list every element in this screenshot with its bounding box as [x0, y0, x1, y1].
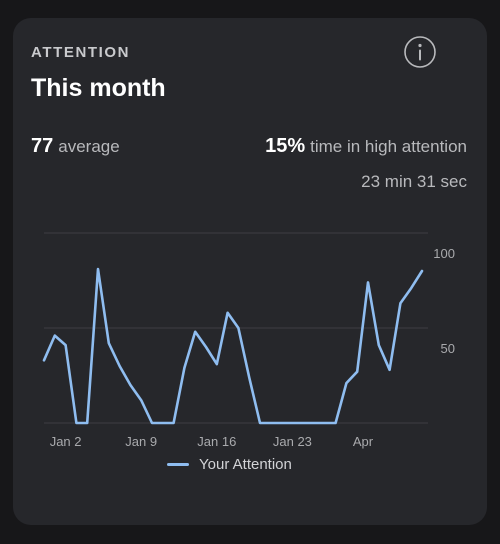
average-value: 77 [31, 135, 54, 157]
high-attention-stat: 15% time in high attention [265, 135, 467, 158]
y-tick-label: 50 [441, 341, 455, 356]
legend-swatch [167, 463, 189, 466]
high-attention-percent: 15% [265, 135, 306, 157]
page-title: This month [31, 74, 166, 102]
series-line-your-attention [42, 267, 424, 425]
high-attention-label: time in high attention [310, 137, 467, 156]
high-attention-duration: 23 min 31 sec [361, 172, 467, 191]
info-button[interactable] [404, 36, 436, 68]
legend-label: Your Attention [199, 456, 292, 473]
chart-legend: Your Attention [167, 456, 292, 473]
y-tick-label: 100 [433, 246, 455, 261]
section-label: ATTENTION [31, 44, 131, 61]
attention-card [13, 18, 487, 525]
x-tick-label: Apr [353, 434, 374, 449]
info-icon [404, 36, 436, 68]
x-tick-label: Jan 9 [125, 434, 157, 449]
average-label: average [58, 137, 120, 156]
x-tick-label: Jan 16 [197, 434, 236, 449]
x-tick-label: Jan 23 [273, 434, 312, 449]
x-tick-label: Jan 2 [50, 434, 82, 449]
average-stat: 77 average [31, 135, 120, 158]
